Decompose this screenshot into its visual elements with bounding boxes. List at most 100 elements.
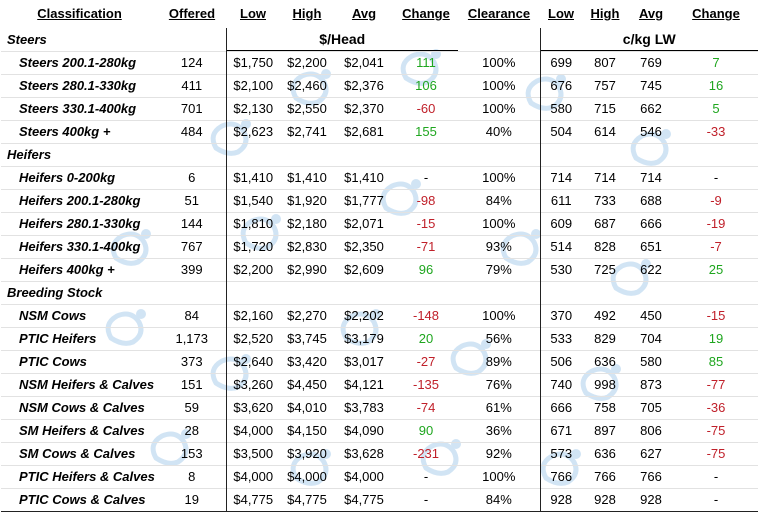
- section-label: Heifers: [1, 143, 158, 167]
- avg-lw-cell: 766: [628, 465, 674, 489]
- change-lw-cell: 19: [674, 327, 758, 351]
- avg-head-cell: $2,202: [334, 304, 394, 328]
- high-lw-cell: 636: [582, 350, 628, 374]
- low-head-cell: $2,130: [225, 97, 280, 121]
- avg-lw-cell: 873: [628, 373, 674, 397]
- change-head-cell: -135: [394, 373, 458, 397]
- offered-cell: 51: [158, 189, 226, 213]
- avg-head-cell: $1,777: [334, 189, 394, 213]
- low-head-cell: $3,620: [225, 396, 280, 420]
- clearance-cell: 100%: [458, 51, 540, 75]
- clearance-cell: 100%: [458, 304, 540, 328]
- table-row: PTIC Cows 373 $2,640 $3,420 $3,017 -27 89% 506 6…: [1, 350, 758, 374]
- high-head-cell: $4,010: [280, 396, 334, 420]
- unit-label-head: $/Head: [227, 28, 458, 51]
- avg-head-cell: $2,041: [334, 51, 394, 75]
- header-row: Classification Offered Low High Avg Chan…: [1, 0, 758, 28]
- table-body: Steers $/Head c/kg LW Steers 200.1-280kg 124…: [1, 28, 758, 512]
- change-lw-cell: 25: [674, 258, 758, 282]
- blank-cell: [158, 143, 226, 167]
- col-header-high-lw: High: [590, 6, 620, 21]
- high-lw-cell: 897: [582, 419, 628, 443]
- high-lw-cell: 733: [582, 189, 628, 213]
- table-row: PTIC Heifers 1,173 $2,520 $3,745 $3,179 20 56%…: [1, 327, 758, 351]
- table-row: PTIC Cows & Calves 19 $4,775 $4,775 $4,775-8…: [1, 488, 758, 512]
- clearance-cell: 76%: [458, 373, 540, 397]
- high-lw-cell: 829: [582, 327, 628, 351]
- change-head-cell: -: [394, 488, 458, 512]
- clearance-cell: 89%: [458, 350, 540, 374]
- avg-lw-cell: 666: [628, 212, 674, 236]
- low-head-cell: $4,000: [225, 419, 280, 443]
- blank-cell: [394, 281, 458, 305]
- change-head-cell: -: [394, 166, 458, 190]
- low-head-cell: $2,623: [225, 120, 280, 144]
- col-header-high: High: [292, 6, 322, 21]
- avg-lw-cell: 662: [628, 97, 674, 121]
- blank-cell: [674, 281, 758, 305]
- offered-cell: 411: [158, 74, 226, 98]
- table-row: Steers 200.1-280kg 124 $1,750 $2,200 $2,041 1…: [1, 51, 758, 75]
- clearance-cell: 100%: [458, 97, 540, 121]
- change-head-cell: 96: [394, 258, 458, 282]
- clearance-cell: 79%: [458, 258, 540, 282]
- high-lw-cell: 636: [582, 442, 628, 466]
- low-head-cell: $2,640: [225, 350, 280, 374]
- change-head-cell: 90: [394, 419, 458, 443]
- classification-cell: SM Heifers & Calves: [1, 419, 158, 443]
- classification-cell: NSM Heifers & Calves: [1, 373, 158, 397]
- col-header-clearance: Clearance: [467, 6, 531, 21]
- low-head-cell: $1,540: [225, 189, 280, 213]
- section-row: Heifers: [1, 143, 758, 167]
- high-head-cell: $2,460: [280, 74, 334, 98]
- offered-cell: 8: [158, 465, 226, 489]
- high-head-cell: $4,000: [280, 465, 334, 489]
- table-row: Steers 400kg +484 $2,623 $2,741 $2,681 155 40…: [1, 120, 758, 144]
- low-lw-cell: 504: [539, 120, 582, 144]
- change-head-cell: -231: [394, 442, 458, 466]
- col-header-low: Low: [240, 6, 266, 21]
- section-row: Breeding Stock: [1, 281, 758, 305]
- offered-cell: 153: [158, 442, 226, 466]
- avg-head-cell: $2,370: [334, 97, 394, 121]
- classification-cell: NSM Cows & Calves: [1, 396, 158, 420]
- classification-cell: PTIC Heifers & Calves: [1, 465, 158, 489]
- avg-lw-cell: 580: [628, 350, 674, 374]
- clearance-cell: 40%: [458, 120, 540, 144]
- low-lw-cell: 714: [539, 166, 582, 190]
- change-lw-cell: -: [674, 488, 758, 512]
- avg-head-cell: $4,775: [334, 488, 394, 512]
- high-head-cell: $4,150: [280, 419, 334, 443]
- offered-cell: 6: [158, 166, 226, 190]
- classification-cell: Heifers 200.1-280kg: [1, 189, 158, 213]
- high-head-cell: $4,775: [280, 488, 334, 512]
- high-lw-cell: 715: [582, 97, 628, 121]
- high-head-cell: $3,745: [280, 327, 334, 351]
- table-row: NSM Cows 84 $2,160 $2,270 $2,202 -148 100% 370 4…: [1, 304, 758, 328]
- low-lw-cell: 699: [539, 51, 582, 75]
- low-head-cell: $1,720: [225, 235, 280, 259]
- avg-lw-cell: 806: [628, 419, 674, 443]
- classification-cell: PTIC Cows: [1, 350, 158, 374]
- change-lw-cell: 5: [674, 97, 758, 121]
- classification-cell: Heifers 280.1-330kg: [1, 212, 158, 236]
- avg-head-cell: $4,090: [334, 419, 394, 443]
- change-head-cell: -98: [394, 189, 458, 213]
- low-head-cell: $4,775: [225, 488, 280, 512]
- change-lw-cell: -33: [674, 120, 758, 144]
- offered-cell: 124: [158, 51, 226, 75]
- low-head-cell: $1,810: [225, 212, 280, 236]
- change-lw-cell: -77: [674, 373, 758, 397]
- table-row: SM Cows & Calves 153 $3,500 $3,920 $3,628 -23…: [1, 442, 758, 466]
- avg-lw-cell: 651: [628, 235, 674, 259]
- table-row: Heifers 330.1-400kg 767 $1,720 $2,830 $2,350…: [1, 235, 758, 259]
- low-head-cell: $4,000: [225, 465, 280, 489]
- section-label: Breeding Stock: [1, 281, 158, 305]
- clearance-cell: 56%: [458, 327, 540, 351]
- avg-head-cell: $2,376: [334, 74, 394, 98]
- high-head-cell: $2,550: [280, 97, 334, 121]
- avg-head-cell: $3,179: [334, 327, 394, 351]
- low-lw-cell: 666: [539, 396, 582, 420]
- section-row: Steers $/Head c/kg LW: [1, 28, 758, 52]
- clearance-cell: 100%: [458, 465, 540, 489]
